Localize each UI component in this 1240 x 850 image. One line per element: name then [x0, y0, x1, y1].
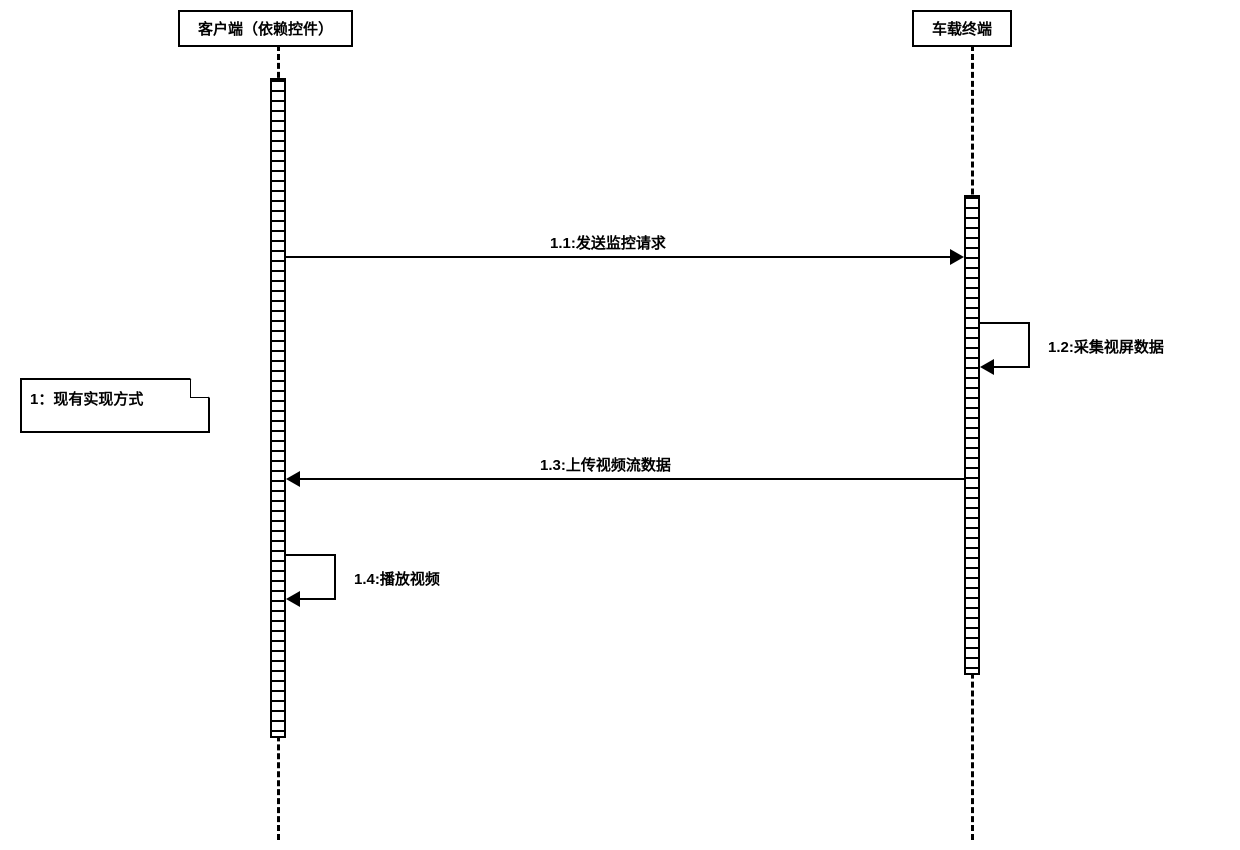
- msg3-arrowhead: [286, 471, 300, 487]
- msg2-loop-top: [980, 322, 1030, 324]
- note-box: 1：现有实现方式: [20, 378, 210, 433]
- msg2-loop-right: [1028, 322, 1030, 368]
- note-label: 1：现有实现方式: [30, 391, 143, 408]
- msg4-loop-bottom: [300, 598, 336, 600]
- note-fold-icon: [190, 378, 210, 398]
- participant-client-label: 客户端（依赖控件）: [198, 21, 333, 38]
- msg1-label: 1.1:发送监控请求: [550, 232, 666, 253]
- msg4-loop-top: [286, 554, 336, 556]
- terminal-activation: [964, 195, 980, 675]
- client-activation: [270, 78, 286, 738]
- msg2-arrowhead: [980, 359, 994, 375]
- msg3-line: [300, 478, 964, 480]
- participant-terminal-box: 车载终端: [912, 10, 1012, 47]
- msg4-loop-right: [334, 554, 336, 600]
- msg4-arrowhead: [286, 591, 300, 607]
- msg1-arrowhead: [950, 249, 964, 265]
- msg4-label: 1.4:播放视频: [354, 568, 440, 589]
- sequence-diagram: 客户端（依赖控件） 车载终端 1.1:发送监控请求 1.2:采集视屏数据 1.3…: [0, 0, 1240, 850]
- msg2-label: 1.2:采集视屏数据: [1048, 336, 1164, 357]
- msg1-line: [286, 256, 952, 258]
- participant-client-box: 客户端（依赖控件）: [178, 10, 353, 47]
- msg2-loop-bottom: [994, 366, 1030, 368]
- participant-terminal-label: 车载终端: [932, 21, 992, 38]
- msg3-label: 1.3:上传视频流数据: [540, 454, 671, 475]
